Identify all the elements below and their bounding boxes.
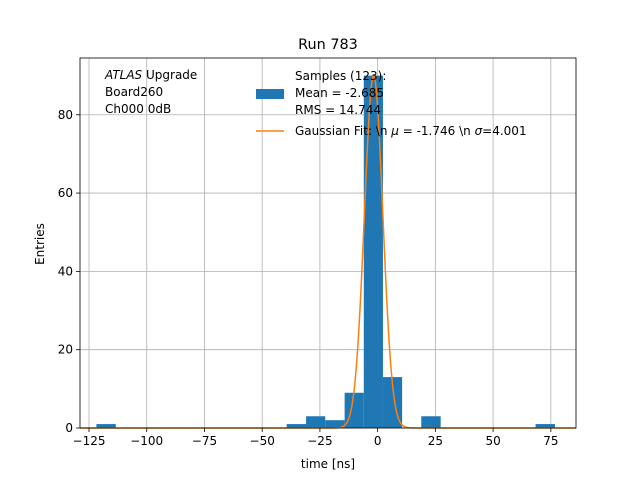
histogram-bar (325, 420, 345, 428)
annotation-line: Ch000 0dB (105, 102, 171, 116)
legend: Samples (123): Mean = -2.685 RMS = 14.74… (256, 69, 527, 138)
x-axis-ticks: −125 −100 −75 −50 −25 0 25 50 75 (73, 428, 558, 448)
annotation-line: ATLAS Upgrade (104, 68, 197, 82)
y-axis-ticks: 0 20 40 60 80 (58, 108, 80, 435)
histogram-bar (306, 416, 326, 428)
y-tick-label: 60 (58, 186, 73, 200)
x-tick-label: −50 (250, 434, 275, 448)
histogram-bar (96, 424, 116, 428)
histogram-bar (363, 75, 383, 428)
legend-fit-label: Gaussian Fit: \n μ = -1.746 \n σ=4.001 (295, 124, 527, 138)
plot-frame (79, 57, 577, 429)
y-tick-label: 80 (58, 108, 73, 122)
legend-fit-text-part: μ (390, 124, 399, 138)
chart-title: Run 783 (298, 37, 358, 53)
annotation-rest: Upgrade (142, 68, 197, 82)
x-tick-label: −125 (73, 434, 106, 448)
x-tick-label: −25 (307, 434, 332, 448)
legend-fit-text-part: = -1.746 \n (399, 124, 475, 138)
y-tick-label: 0 (65, 421, 73, 435)
histogram-bar (421, 416, 441, 428)
legend-fit-text-part: σ (475, 124, 483, 138)
atlas-annotation: ATLAS Upgrade Board260 Ch000 0dB (104, 68, 197, 116)
histogram-bar (344, 392, 364, 428)
x-tick-label: 0 (374, 434, 382, 448)
histogram-bar (286, 424, 307, 428)
y-tick-label: 20 (58, 343, 73, 357)
x-axis-label: time [ns] (301, 457, 355, 471)
legend-histogram-label: Samples (123): (295, 69, 386, 83)
y-tick-label: 40 (58, 264, 73, 278)
annotation-line: Board260 (105, 85, 163, 99)
histogram-bar (535, 424, 555, 428)
x-tick-label: 25 (428, 434, 443, 448)
x-tick-label: 75 (543, 434, 558, 448)
legend-fit-text-part: Gaussian Fit: \n (295, 124, 391, 138)
legend-fit-text-part: =4.001 (482, 124, 526, 138)
legend-histogram-label: RMS = 14.744 (295, 103, 381, 117)
legend-histogram-label: Mean = -2.685 (295, 86, 384, 100)
x-tick-label: −100 (130, 434, 163, 448)
legend-histogram-swatch (256, 89, 284, 99)
annotation-italic: ATLAS (104, 68, 143, 82)
x-tick-label: 50 (485, 434, 500, 448)
x-tick-label: −75 (192, 434, 217, 448)
y-axis-label: Entries (33, 223, 47, 265)
